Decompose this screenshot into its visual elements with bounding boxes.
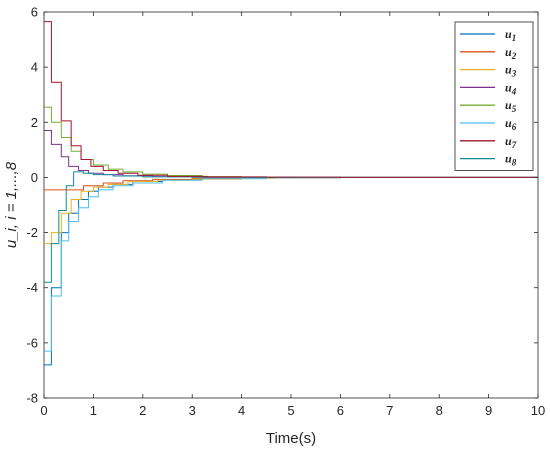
y-axis-title: u_i, i = 1,...,8 <box>3 161 20 248</box>
legend-label-u5: u5 <box>505 98 517 114</box>
series-layer <box>44 21 538 366</box>
x-tick-label: 5 <box>287 403 294 418</box>
tick-layer: 0 1 2 3 4 5 6 7 8 9 10 -8 -6 -4 -2 0 2 4 6 <box>26 5 545 419</box>
legend-label-u6: u6 <box>505 116 517 132</box>
y-tick-label: -6 <box>26 335 38 350</box>
x-tick-label: 9 <box>485 403 492 418</box>
series-line-u8 <box>44 171 538 283</box>
series-line-u3 <box>44 176 538 245</box>
x-tick-label: 1 <box>90 403 97 418</box>
x-tick-label: 4 <box>238 403 245 418</box>
series-line-u6 <box>44 176 538 352</box>
x-tick-label: 2 <box>139 403 146 418</box>
legend-label-u4: u4 <box>505 80 517 96</box>
y-tick-label: -2 <box>26 225 38 240</box>
legend-label-u3: u3 <box>505 63 517 79</box>
legend-box <box>454 21 534 171</box>
legend-label-u1: u1 <box>505 27 516 43</box>
y-tick-label: 6 <box>31 5 38 20</box>
y-tick-label: -8 <box>26 391 38 406</box>
x-tick-label: 8 <box>436 403 443 418</box>
legend-label-u2: u2 <box>505 45 517 61</box>
legend-label-u8: u8 <box>505 152 517 168</box>
x-tick-label: 0 <box>40 403 47 418</box>
x-tick-label: 3 <box>189 403 196 418</box>
y-tick-label: 2 <box>31 115 38 130</box>
y-tick-label: 4 <box>31 60 38 75</box>
series-line-u7 <box>44 21 538 178</box>
x-tick-label: 6 <box>337 403 344 418</box>
x-tick-label: 10 <box>531 403 545 418</box>
x-tick-label: 7 <box>386 403 393 418</box>
y-axis-label: u_i, i = 1,...,8 <box>3 161 20 248</box>
x-axis-title: Time(s) <box>266 430 316 447</box>
y-tick-label: -4 <box>26 280 38 295</box>
legend-label-u7: u7 <box>505 134 517 150</box>
y-tick-label: 0 <box>31 170 38 185</box>
